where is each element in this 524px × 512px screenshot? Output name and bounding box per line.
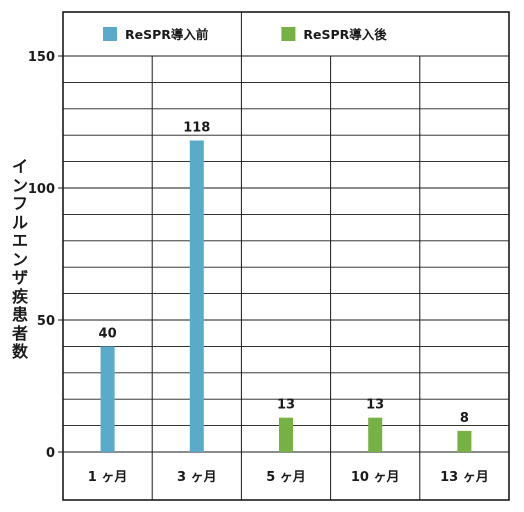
bar-2 <box>189 140 204 453</box>
legend-label: ReSPR導入前 <box>125 27 209 42</box>
category-labels: 1 ヶ月 3 ヶ月 5 ヶ月 10 ヶ月 13 ヶ月 <box>88 470 489 485</box>
chart-frame <box>62 11 510 501</box>
category-label: 1 ヶ月 <box>88 470 128 485</box>
bar-3 <box>279 417 293 452</box>
legend-label: ReSPR導入後 <box>303 27 387 42</box>
bar-4 <box>368 417 383 452</box>
value-label: 13 <box>366 398 384 413</box>
category-label: 10 ヶ月 <box>351 470 400 485</box>
y-tick-label: 50 <box>37 314 55 329</box>
value-label: 118 <box>183 120 210 135</box>
value-label: 13 <box>277 398 295 413</box>
y-tick-label: 150 <box>28 50 55 65</box>
legend-swatch <box>281 27 296 41</box>
legend-swatch <box>103 27 117 41</box>
chart-grid <box>63 12 509 500</box>
category-label: 5 ヶ月 <box>266 470 306 485</box>
value-label: 8 <box>460 411 469 426</box>
category-label: 13 ヶ月 <box>440 470 489 485</box>
y-tick-label: 100 <box>28 182 55 197</box>
category-label: 3 ヶ月 <box>177 470 217 485</box>
y-tick-label: 0 <box>46 446 55 461</box>
value-labels: 40 118 13 13 8 <box>99 120 469 425</box>
legend: ReSPR導入前 ReSPR導入後 <box>103 27 387 42</box>
chart-bars <box>100 140 472 453</box>
y-tick-labels: 0 50 100 150 <box>28 50 63 461</box>
y-axis-label: インフルエンザ疾患者数 <box>11 157 28 361</box>
bar-5 <box>457 430 472 452</box>
value-label: 40 <box>99 326 117 341</box>
bar-1 <box>100 346 115 452</box>
